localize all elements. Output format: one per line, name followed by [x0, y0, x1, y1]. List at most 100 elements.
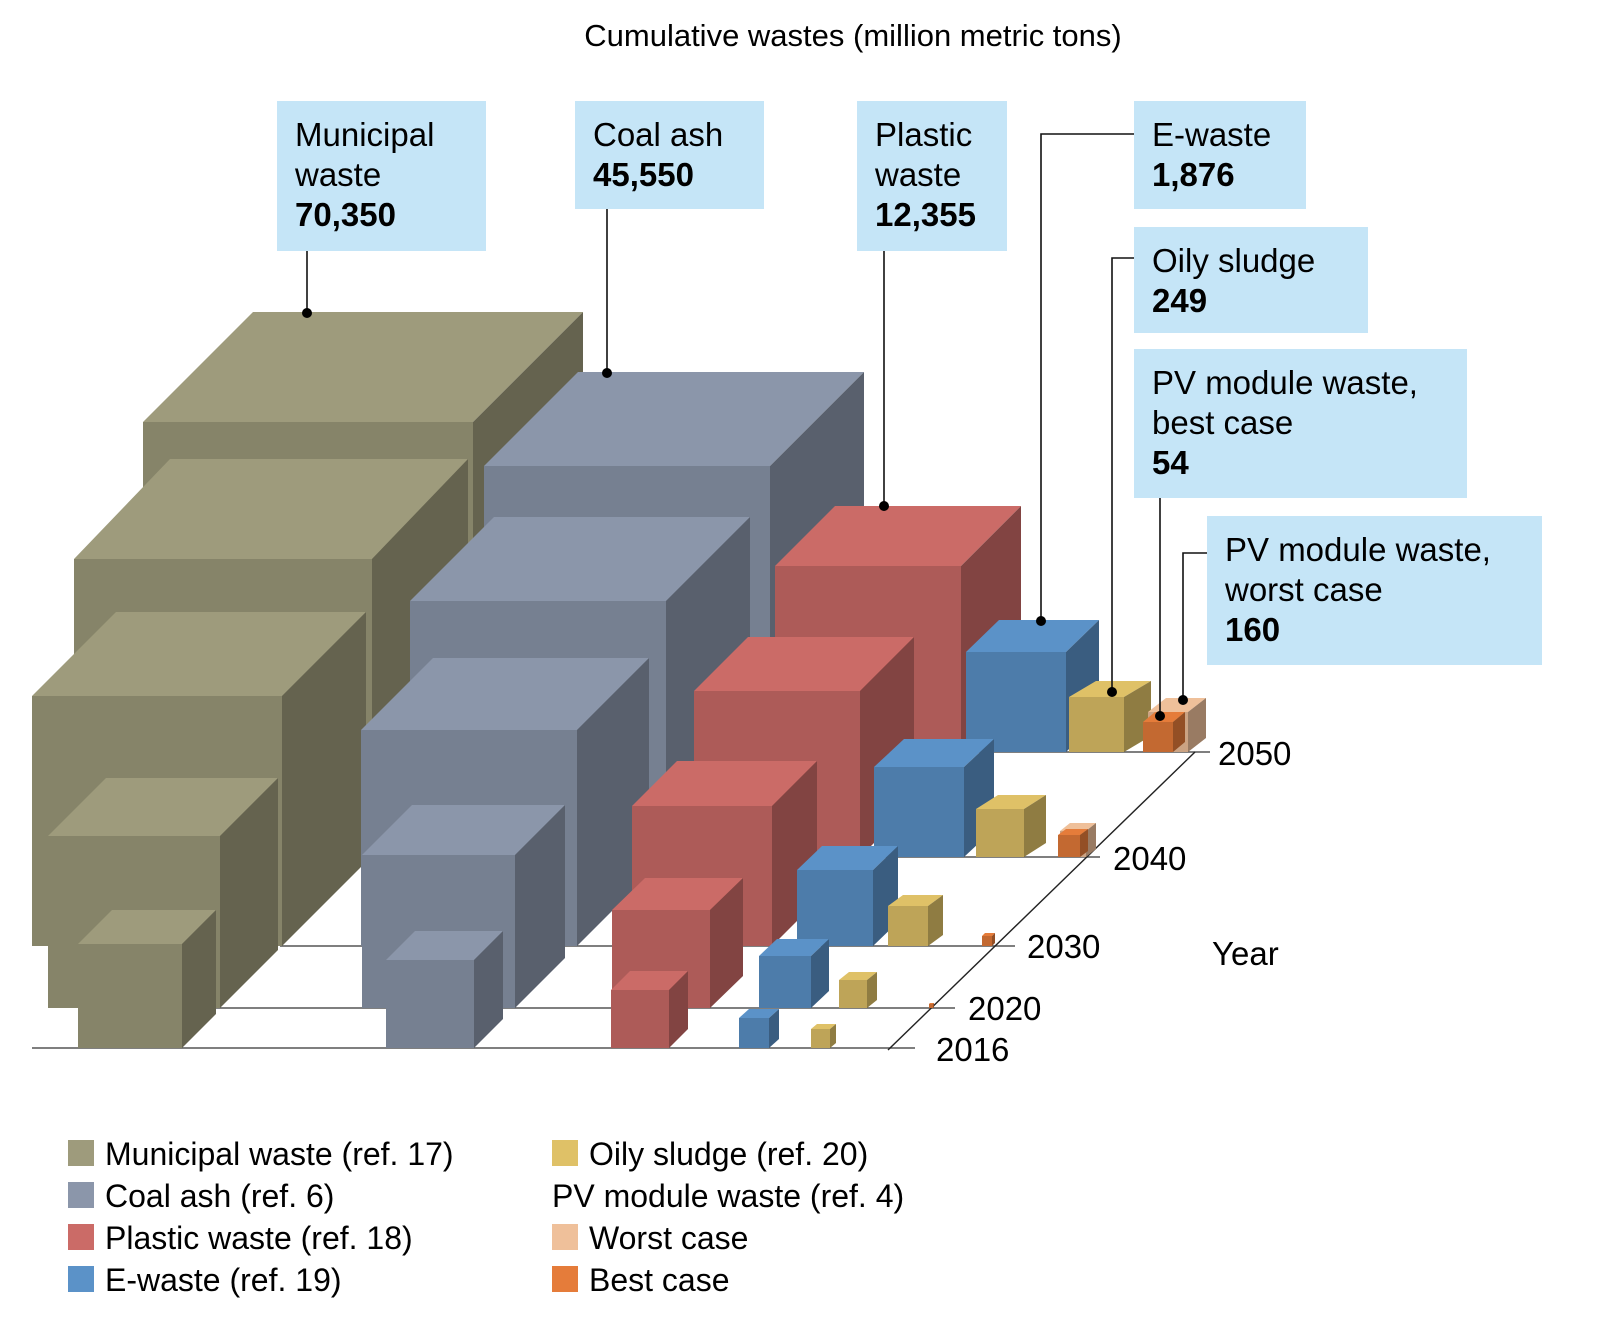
leader-line-ewaste — [1040, 133, 1134, 621]
cube-side-face — [1080, 829, 1088, 857]
year-axis-title: Year — [1212, 935, 1279, 972]
year-label-2040: 2040 — [1113, 840, 1186, 877]
cube-top-face — [929, 1003, 934, 1004]
cube-front-face — [797, 870, 873, 946]
leader-dot-pv_worst — [1178, 695, 1188, 705]
year-axis: 2016 2020 2030 2040 2050 — [936, 735, 1291, 1068]
year-label-2016: 2016 — [936, 1031, 1009, 1068]
callout-value: 45,550 — [593, 156, 694, 193]
cube-front-face — [811, 1029, 830, 1048]
legend-item: Worst case — [552, 1220, 748, 1256]
cube-front-face — [1143, 722, 1173, 752]
legend-swatch — [68, 1140, 94, 1166]
leader-dot-ewaste — [1036, 616, 1046, 626]
callout-value: 160 — [1225, 611, 1280, 648]
callout-value: 249 — [1152, 282, 1207, 319]
cube-oily-2040 — [976, 795, 1046, 857]
legend-swatch — [552, 1140, 578, 1166]
legend: Municipal waste (ref. 17) Coal ash (ref. … — [68, 1136, 904, 1298]
callout-label: best case — [1152, 404, 1293, 441]
cube-side-face — [474, 931, 503, 1048]
callout-label: E-waste — [1152, 116, 1271, 153]
cube-front-face — [966, 652, 1066, 752]
cube-side-face — [1086, 823, 1096, 857]
cube-ewaste-2016 — [739, 1009, 779, 1048]
cube-pv_best-2040 — [1058, 829, 1088, 857]
cube-top-face — [74, 459, 468, 559]
cube-top-face — [48, 778, 278, 836]
year-axis-line — [887, 751, 1196, 1051]
cube-side-face — [1188, 698, 1206, 752]
cube-front-face — [78, 944, 182, 1048]
cube-side-face — [669, 971, 688, 1048]
cube-top-face — [632, 761, 817, 806]
cube-side-face — [182, 910, 216, 1048]
legend-swatch — [68, 1266, 94, 1292]
cube-top-face — [739, 1009, 779, 1018]
cube-oily-2016 — [811, 1024, 836, 1048]
callout-label: worst case — [1224, 571, 1383, 608]
cube-side-face — [867, 972, 877, 1008]
callout-label: waste — [294, 156, 381, 193]
cube-top-face — [1058, 829, 1088, 835]
cube-top-face — [143, 312, 583, 422]
cube-top-face — [612, 878, 743, 910]
cube-front-face — [976, 809, 1024, 857]
cube-top-face — [694, 637, 914, 691]
cube-top-face — [775, 506, 1021, 566]
leader-dot-coal — [602, 368, 612, 378]
leader-dot-municipal — [302, 308, 312, 318]
callout-box — [1134, 101, 1306, 209]
cube-front-face — [1058, 835, 1080, 857]
callout-label: PV module waste, — [1225, 531, 1491, 568]
cube-top-face — [966, 620, 1099, 652]
cube-front-face — [888, 906, 928, 946]
cube-top-face — [811, 1024, 836, 1029]
cube-top-face — [888, 895, 943, 906]
callout-box — [575, 101, 764, 209]
cube-front-face — [1069, 697, 1124, 752]
leader-line-oily — [1111, 257, 1134, 692]
cube-side-face — [220, 778, 278, 1008]
legend-label: Municipal waste (ref. 17) — [105, 1136, 454, 1172]
leader-dot-pv_best — [1155, 711, 1165, 721]
cube-side-face — [515, 805, 565, 1008]
cube-oily-2020 — [839, 972, 877, 1008]
callout-value: 70,350 — [295, 196, 396, 233]
legend-swatch — [552, 1224, 578, 1250]
year-label-2020: 2020 — [968, 990, 1041, 1027]
cube-top-face — [759, 939, 829, 956]
cube-plastic-2016 — [611, 971, 688, 1048]
callout-label: Oily sludge — [1152, 242, 1315, 279]
year-label-2050: 2050 — [1218, 735, 1291, 772]
cube-side-face — [992, 933, 995, 946]
legend-item: Best case — [552, 1262, 730, 1298]
cube-side-face — [928, 895, 943, 946]
legend-item: E-waste (ref. 19) — [68, 1262, 342, 1298]
cube-oily-2030 — [888, 895, 943, 946]
chart-title: Cumulative wastes (million metric tons) — [584, 18, 1121, 53]
cube-top-face — [1148, 698, 1206, 712]
cube-top-face — [361, 658, 649, 730]
callout-box — [277, 101, 486, 251]
legend-swatch — [68, 1224, 94, 1250]
cube-top-face — [976, 795, 1046, 809]
cube-top-face — [982, 933, 995, 936]
legend-label: Worst case — [589, 1220, 748, 1256]
cube-front-face — [929, 1004, 933, 1008]
cube-ewaste-2020 — [759, 939, 829, 1008]
cube-top-face — [362, 805, 565, 855]
legend-item: Oily sludge (ref. 20) — [552, 1136, 868, 1172]
cube-plastic-2030 — [632, 761, 817, 946]
cube-top-face — [611, 971, 688, 990]
cube-top-face — [797, 846, 898, 870]
cube-municipal-2016 — [78, 910, 216, 1048]
cube-side-face — [1173, 712, 1185, 752]
